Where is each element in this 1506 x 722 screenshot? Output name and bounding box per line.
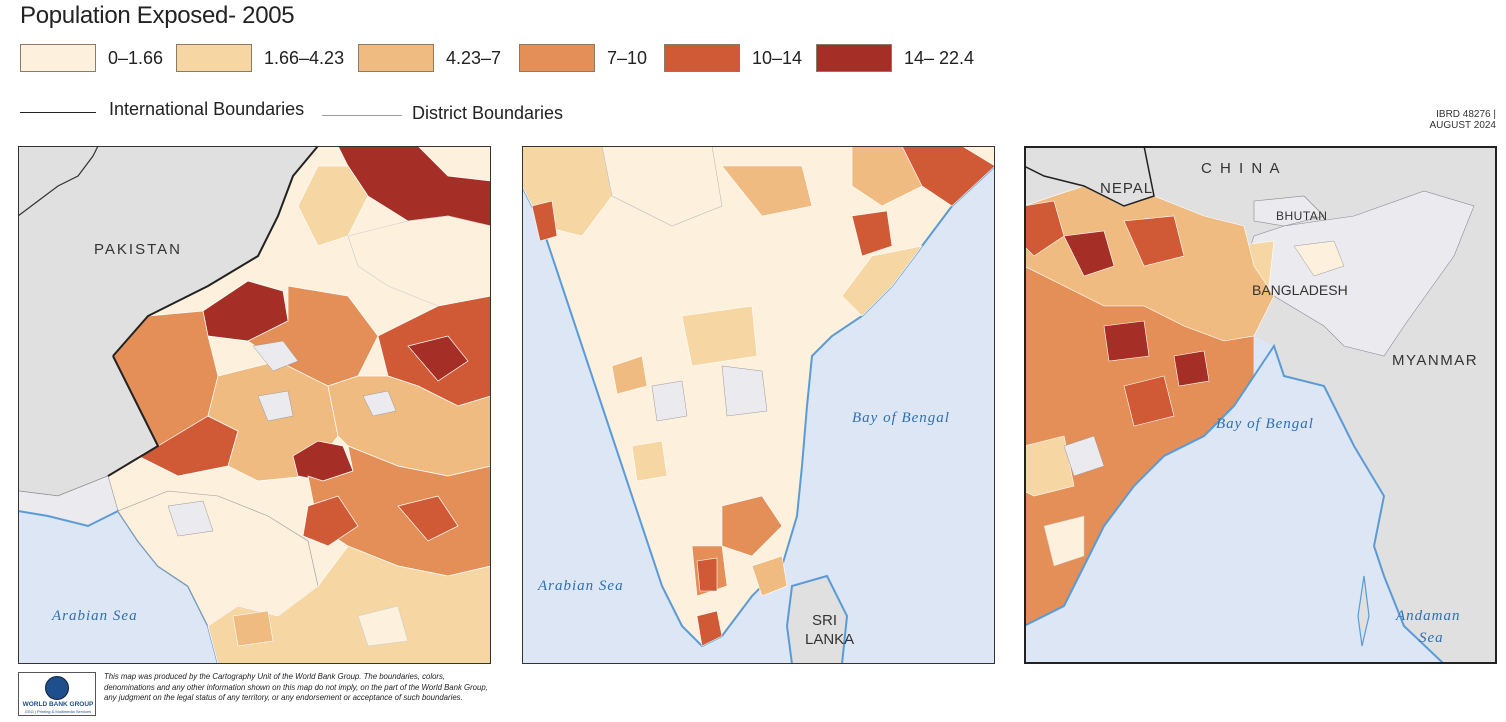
- country-label-bhutan: BHUTAN: [1276, 209, 1328, 223]
- sea-label-arabian: Arabian Sea: [52, 608, 138, 624]
- legend-swatch: [816, 44, 892, 72]
- sea-label-bengal: Bay of Bengal: [852, 410, 950, 426]
- map-reference: IBRD 48276 | AUGUST 2024: [1429, 109, 1496, 131]
- map-panel-west: PAKISTAN Arabian Sea: [18, 146, 491, 664]
- country-label-china: C H I N A: [1201, 160, 1282, 177]
- legend-swatch: [20, 44, 96, 72]
- sea-label-andaman-sea: Sea: [1419, 630, 1444, 646]
- country-label-lanka: LANKA: [805, 631, 855, 648]
- country-label-pakistan: PAKISTAN: [94, 241, 182, 258]
- country-label-bangladesh: BANGLADESH: [1252, 282, 1348, 298]
- logo-sub: GSG | Printing & Multimedia Services: [24, 709, 92, 714]
- map-title: Population Exposed- 2005: [20, 2, 295, 29]
- globe-icon: [45, 676, 69, 700]
- legend-swatch: [176, 44, 252, 72]
- legend-label: 0–1.66: [108, 48, 164, 68]
- district-boundary-line: [322, 115, 402, 116]
- sea-label-bengal: Bay of Bengal: [1216, 416, 1314, 432]
- logo-name: WORLD BANK GROUP: [22, 701, 94, 708]
- sea-label-arabian: Arabian Sea: [538, 578, 624, 594]
- map-panel-east: C H I N A NEPAL BHUTAN BANGLADESH MYANMA…: [1024, 146, 1497, 664]
- country-label-sri: SRI: [812, 612, 838, 629]
- map-south-svg: [522, 146, 995, 664]
- map-east-svg: [1024, 146, 1497, 664]
- legend-label: 14– 22.4: [904, 48, 975, 68]
- country-label-nepal: NEPAL: [1100, 180, 1154, 197]
- district-boundary-label: District Boundaries: [412, 103, 564, 123]
- international-boundary-line: [20, 112, 96, 113]
- legend-label: 10–14: [752, 48, 803, 68]
- map-panel-south: Arabian Sea Bay of Bengal SRI LANKA: [522, 146, 995, 664]
- disclaimer: This map was produced by the Cartography…: [104, 672, 488, 702]
- international-boundary-label: International Boundaries: [109, 99, 305, 119]
- world-bank-logo: WORLD BANK GROUP GSG | Printing & Multim…: [18, 672, 96, 716]
- legend-label: 4.23–7: [446, 48, 502, 68]
- map-date: AUGUST 2024: [1429, 120, 1496, 131]
- footer: WORLD BANK GROUP GSG | Printing & Multim…: [18, 672, 498, 720]
- legend-swatch: [519, 44, 595, 72]
- country-label-myanmar: MYANMAR: [1392, 352, 1479, 369]
- sea-label-andaman: Andaman: [1396, 608, 1461, 624]
- map-id: IBRD 48276 |: [1436, 109, 1496, 120]
- boundary-legend: International Boundaries District Bounda…: [20, 98, 620, 128]
- map-west-svg: [18, 146, 491, 664]
- legend-swatch: [664, 44, 740, 72]
- legend-swatch: [358, 44, 434, 72]
- legend-label: 1.66–4.23: [264, 48, 345, 68]
- legend-label: 7–10: [607, 48, 648, 68]
